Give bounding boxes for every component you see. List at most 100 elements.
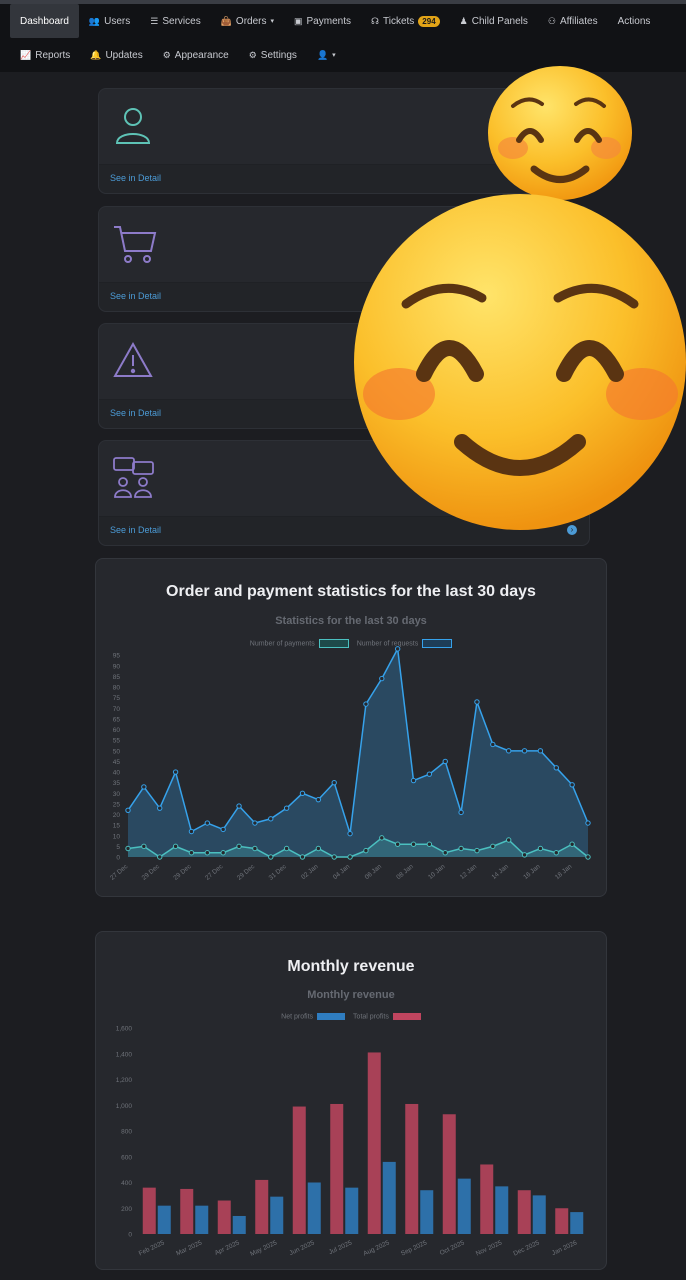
see-in-detail-link[interactable]: See in Detail xyxy=(110,291,162,301)
bar-total-profits[interactable] xyxy=(555,1208,569,1234)
data-point[interactable] xyxy=(474,847,480,854)
bar-total-profits[interactable] xyxy=(180,1188,194,1234)
nav-item-reports[interactable]: 📈 Reports xyxy=(10,38,80,72)
nav-item-payments[interactable]: ▣ Payments xyxy=(284,4,361,38)
data-point[interactable] xyxy=(283,845,290,852)
data-point[interactable] xyxy=(347,854,353,860)
data-point[interactable] xyxy=(474,699,480,705)
data-point[interactable] xyxy=(252,820,258,826)
data-point[interactable] xyxy=(505,837,512,843)
data-point[interactable] xyxy=(442,758,448,765)
nav-item-services[interactable]: ☰ Services xyxy=(140,4,210,38)
data-point[interactable] xyxy=(188,850,195,856)
data-point[interactable] xyxy=(379,835,385,841)
bar-total-profits[interactable] xyxy=(255,1179,269,1234)
data-point[interactable] xyxy=(537,748,544,754)
data-point[interactable] xyxy=(537,845,544,852)
nav-item-actions[interactable]: Actions xyxy=(608,4,661,38)
data-point[interactable] xyxy=(299,854,306,860)
data-point[interactable] xyxy=(410,841,417,847)
bar-net-profits[interactable] xyxy=(495,1186,509,1234)
bar-net-profits[interactable] xyxy=(382,1161,396,1234)
data-point[interactable] xyxy=(141,784,147,790)
data-point[interactable] xyxy=(125,845,131,852)
see-in-detail-link[interactable]: See in Detail xyxy=(110,173,162,183)
data-point[interactable] xyxy=(125,807,131,813)
data-point[interactable] xyxy=(442,850,448,856)
data-point[interactable] xyxy=(521,748,528,754)
data-point[interactable] xyxy=(236,803,242,809)
data-point[interactable] xyxy=(236,843,242,850)
data-point[interactable] xyxy=(204,820,211,826)
bar-total-profits[interactable] xyxy=(217,1200,231,1234)
data-point[interactable] xyxy=(505,748,512,754)
data-point[interactable] xyxy=(363,701,369,707)
data-point[interactable] xyxy=(157,854,163,860)
data-point[interactable] xyxy=(569,841,575,847)
legend-item-total-profits[interactable]: Total profits xyxy=(353,1013,421,1020)
legend-item-requests[interactable]: Number of requests xyxy=(357,639,453,648)
bar-net-profits[interactable] xyxy=(420,1190,434,1234)
data-point[interactable] xyxy=(157,805,163,811)
bar-net-profits[interactable] xyxy=(532,1195,546,1234)
data-point[interactable] xyxy=(490,741,496,748)
nav-item-updates[interactable]: 🔔 Updates xyxy=(80,38,152,72)
data-point[interactable] xyxy=(379,675,385,682)
nav-item-users[interactable]: 👥 Users xyxy=(79,4,140,38)
nav-item-settings[interactable]: ⚙ Settings xyxy=(239,38,307,72)
data-point[interactable] xyxy=(347,830,353,837)
data-point[interactable] xyxy=(204,850,211,856)
data-point[interactable] xyxy=(363,847,369,854)
data-point[interactable] xyxy=(458,809,464,816)
nav-item-dashboard[interactable]: Dashboard xyxy=(10,4,79,38)
bar-total-profits[interactable] xyxy=(367,1052,381,1234)
nav-item-user-menu[interactable]: 👤 ▾ xyxy=(307,38,346,72)
bar-total-profits[interactable] xyxy=(292,1106,306,1234)
bar-net-profits[interactable] xyxy=(457,1178,471,1234)
data-point[interactable] xyxy=(394,646,401,652)
data-point[interactable] xyxy=(188,828,195,835)
nav-item-tickets[interactable]: ☊ Tickets 294 xyxy=(361,4,450,38)
nav-item-child-panels[interactable]: ♟ Child Panels xyxy=(450,4,538,38)
data-point[interactable] xyxy=(521,852,528,858)
bar-net-profits[interactable] xyxy=(570,1212,584,1234)
bar-total-profits[interactable] xyxy=(442,1114,456,1234)
bar-net-profits[interactable] xyxy=(270,1196,284,1234)
arrow-right-icon[interactable]: › xyxy=(567,525,577,535)
data-point[interactable] xyxy=(315,845,322,852)
data-point[interactable] xyxy=(585,854,591,860)
data-point[interactable] xyxy=(331,779,337,786)
data-point[interactable] xyxy=(268,816,274,822)
legend-item-net-profits[interactable]: Net profits xyxy=(281,1013,346,1020)
data-point[interactable] xyxy=(220,826,226,833)
data-point[interactable] xyxy=(458,845,464,852)
data-point[interactable] xyxy=(283,805,290,811)
bar-net-profits[interactable] xyxy=(157,1205,171,1234)
see-in-detail-link[interactable]: See in Detail xyxy=(110,525,162,535)
nav-item-orders[interactable]: 👜 Orders ▾ xyxy=(211,4,284,38)
data-point[interactable] xyxy=(394,841,401,847)
data-point[interactable] xyxy=(299,790,306,796)
data-point[interactable] xyxy=(553,850,559,856)
data-point[interactable] xyxy=(331,854,337,860)
data-point[interactable] xyxy=(585,820,591,826)
nav-item-affiliates[interactable]: ⚇ Affiliates xyxy=(538,4,608,38)
data-point[interactable] xyxy=(315,796,322,803)
bar-net-profits[interactable] xyxy=(232,1215,246,1234)
data-point[interactable] xyxy=(553,765,559,771)
data-point[interactable] xyxy=(141,843,147,850)
bar-total-profits[interactable] xyxy=(405,1103,419,1234)
nav-item-appearance[interactable]: ⚙ Appearance xyxy=(153,38,239,72)
legend-item-payments[interactable]: Number of payments xyxy=(250,639,349,648)
data-point[interactable] xyxy=(268,854,274,860)
data-point[interactable] xyxy=(172,769,179,775)
data-point[interactable] xyxy=(426,771,433,777)
bar-total-profits[interactable] xyxy=(142,1187,156,1234)
bar-total-profits[interactable] xyxy=(517,1190,531,1234)
bar-net-profits[interactable] xyxy=(345,1187,359,1234)
data-point[interactable] xyxy=(490,843,496,850)
data-point[interactable] xyxy=(569,782,575,788)
data-point[interactable] xyxy=(410,777,417,784)
data-point[interactable] xyxy=(172,843,179,850)
data-point[interactable] xyxy=(426,841,433,847)
